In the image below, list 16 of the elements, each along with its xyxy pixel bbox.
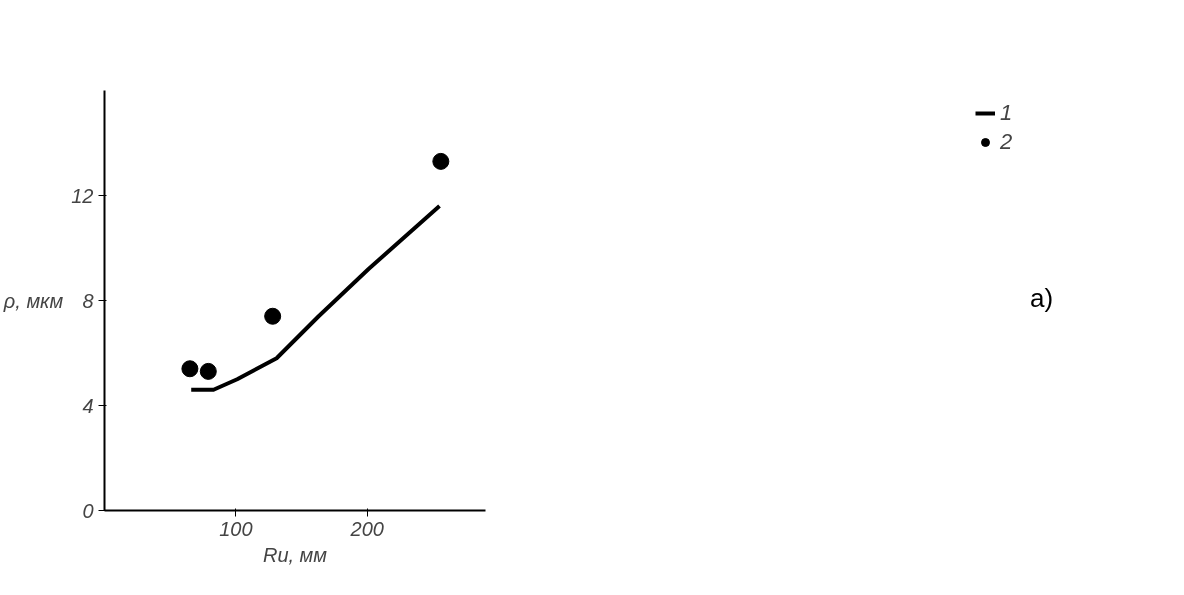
legend-label: 1	[1000, 100, 1014, 126]
y-axis-title: ρ, мкм	[2, 289, 64, 312]
point	[432, 152, 450, 170]
x-axis-title: Rи, мм	[262, 543, 328, 566]
point	[181, 360, 199, 378]
text: a)	[1030, 282, 1054, 315]
point	[264, 307, 282, 325]
y-tick-label: 0	[82, 499, 94, 522]
x-tick-label: 200	[349, 517, 384, 540]
legend-label: 2	[1000, 129, 1014, 155]
y-tick-label: 4	[82, 394, 94, 417]
x-tick-label: 100	[219, 517, 253, 540]
point	[199, 362, 217, 380]
y-tick-label: 12	[71, 184, 94, 207]
line-series	[189, 204, 442, 392]
y-tick-label: 8	[82, 289, 94, 312]
